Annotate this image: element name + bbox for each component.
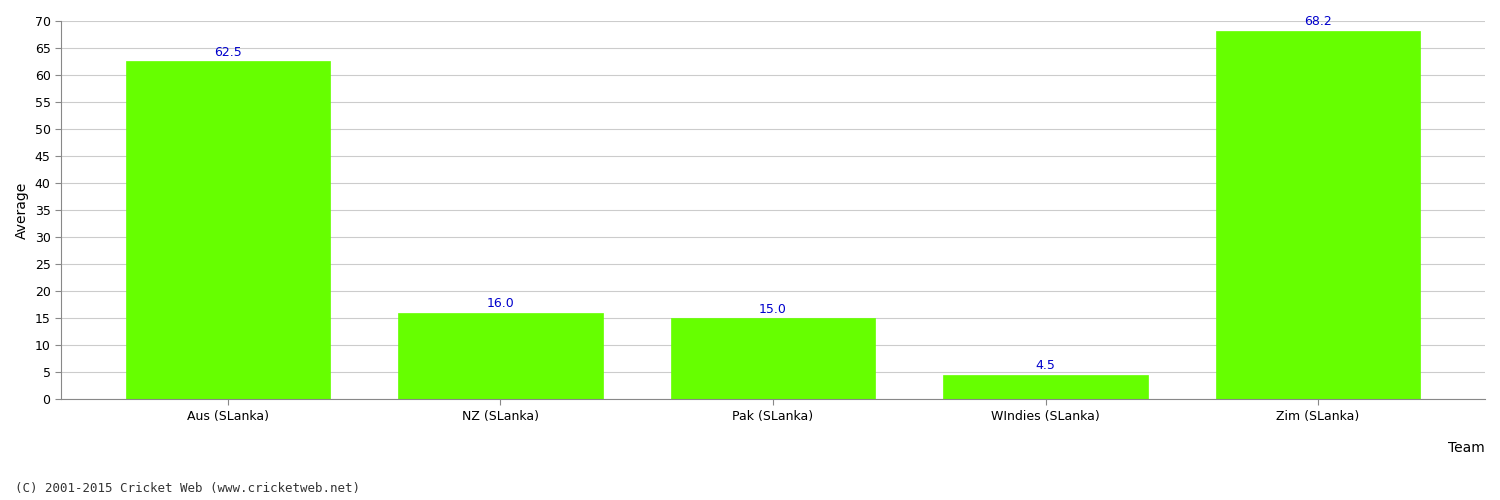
- Bar: [944, 375, 1148, 400]
- Text: 15.0: 15.0: [759, 302, 788, 316]
- Text: (C) 2001-2015 Cricket Web (www.cricketweb.net): (C) 2001-2015 Cricket Web (www.cricketwe…: [15, 482, 360, 495]
- Bar: [1216, 30, 1420, 400]
- Bar: [398, 313, 603, 400]
- Text: 4.5: 4.5: [1035, 360, 1056, 372]
- Bar: [126, 62, 330, 400]
- Text: 62.5: 62.5: [214, 46, 242, 59]
- Y-axis label: Average: Average: [15, 182, 28, 238]
- Bar: [670, 318, 874, 400]
- Text: 68.2: 68.2: [1304, 15, 1332, 28]
- Text: Team: Team: [1448, 441, 1485, 455]
- Text: 16.0: 16.0: [486, 297, 514, 310]
